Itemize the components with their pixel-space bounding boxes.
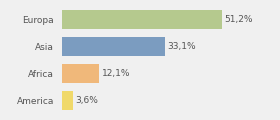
Bar — [62, 64, 99, 83]
Bar — [62, 37, 165, 56]
Bar — [62, 91, 73, 110]
Bar — [62, 10, 222, 29]
Text: 33,1%: 33,1% — [168, 42, 196, 51]
Text: 3,6%: 3,6% — [75, 96, 98, 105]
Text: 12,1%: 12,1% — [102, 69, 130, 78]
Text: 51,2%: 51,2% — [224, 15, 253, 24]
